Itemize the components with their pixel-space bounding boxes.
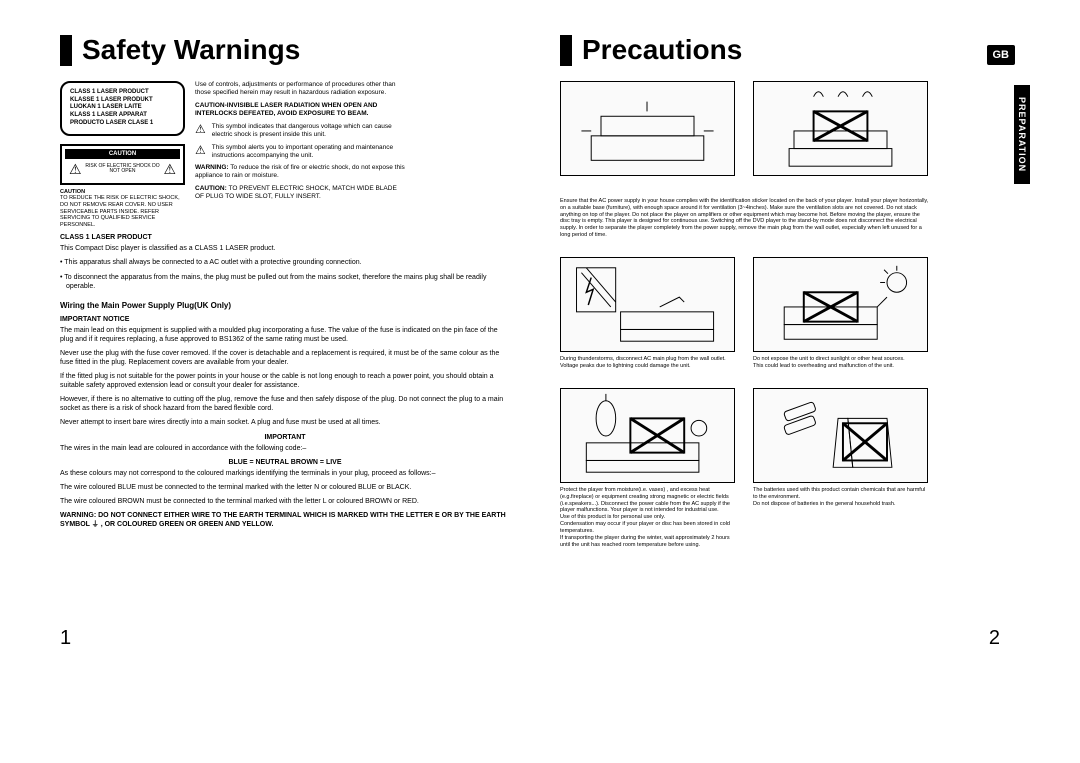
caution-center: RISK OF ELECTRIC SHOCK DO NOT OPEN	[82, 164, 164, 175]
important-notice: IMPORTANT NOTICE	[60, 316, 510, 323]
uk-para: However, if there is no alternative to c…	[60, 395, 510, 413]
final-warn: DO NOT CONNECT EITHER WIRE TO THE EARTH …	[60, 512, 506, 528]
illustration-sunlight	[753, 257, 928, 352]
color-line: BLUE = NEUTRAL BROWN = LIVE	[60, 459, 510, 466]
caution-below-text: TO REDUCE THE RISK OF ELECTRIC SHOCK, DO…	[60, 195, 180, 227]
class1-text: This Compact Disc player is classified a…	[60, 244, 510, 253]
class1-heading: CLASS 1 LASER PRODUCT	[60, 234, 510, 241]
uk-para: The main lead on this equipment is suppl…	[60, 326, 510, 344]
wires-intro: The wires in the main lead are coloured …	[60, 444, 510, 453]
page-number: 1	[60, 627, 71, 650]
important-heading: IMPORTANT	[60, 434, 510, 441]
illustration-no-stacking	[753, 81, 928, 176]
bullet: • This apparatus shall always be connect…	[60, 258, 510, 267]
laser-line: LUOKAN 1 LASER LAITE	[70, 104, 175, 112]
illustration-moisture	[560, 388, 735, 483]
brown-wire: The wire coloured BROWN must be connecte…	[60, 497, 510, 506]
triangle-icon: ⚠	[195, 123, 206, 135]
caption: Protect the player from moisture(i.e. va…	[560, 487, 735, 549]
laser-line: CLASS 1 LASER PRODUCT	[70, 89, 175, 97]
caption: Do not expose the unit to direct sunligh…	[753, 356, 928, 370]
triangle-icon: ⚠	[195, 144, 206, 156]
symbol-text: This symbol indicates that dangerous vol…	[212, 123, 405, 139]
page-number: 2	[989, 627, 1000, 650]
caution-below-title: CAUTION	[60, 189, 85, 195]
caution-below: CAUTION TO REDUCE THE RISK OF ELECTRIC S…	[60, 189, 185, 229]
warning-icon: ⚠	[163, 161, 176, 178]
laser-class-box: CLASS 1 LASER PRODUCT KLASSE 1 LASER PRO…	[60, 81, 185, 136]
caption: During thunderstorms, disconnect AC main…	[560, 356, 735, 370]
laser-line: KLASSE 1 LASER PRODUKT	[70, 97, 175, 105]
page-safety-warnings: Safety Warnings CLASS 1 LASER PRODUCT KL…	[40, 35, 530, 635]
left-boxes: CLASS 1 LASER PRODUCT KLASSE 1 LASER PRO…	[60, 81, 185, 229]
right-warning-text: Use of controls, adjustments or performa…	[195, 81, 405, 229]
caption: The batteries used with this product con…	[753, 487, 928, 508]
caption-row1: Ensure that the AC power supply in your …	[560, 198, 930, 239]
color-para: As these colours may not correspond to t…	[60, 469, 510, 478]
para: Use of controls, adjustments or performa…	[195, 81, 405, 97]
laser-line: PRODUCTO LASER CLASE 1	[70, 120, 175, 128]
caution-label: CAUTION:	[195, 185, 227, 192]
page-title: Safety Warnings	[60, 35, 510, 66]
final-warn-label: WARNING:	[60, 512, 96, 519]
illustration-grid: Ensure that the AC power supply in your …	[560, 81, 1010, 549]
illustration-ventilation	[560, 81, 735, 176]
blue-wire: The wire coloured BLUE must be connected…	[60, 483, 510, 492]
illustration-thunderstorm	[560, 257, 735, 352]
page-precautions: GB PREPARATION Precautions Ensure that t…	[540, 35, 1030, 635]
uk-para: Never attempt to insert bare wires direc…	[60, 418, 510, 427]
uk-para: If the fitted plug is not suitable for t…	[60, 372, 510, 390]
warning-label: WARNING:	[195, 164, 229, 171]
uk-heading: Wiring the Main Power Supply Plug(UK Onl…	[60, 301, 510, 310]
caution-box: CAUTION ⚠ RISK OF ELECTRIC SHOCK DO NOT …	[60, 144, 185, 185]
page-title: Precautions	[560, 35, 1010, 66]
uk-para: Never use the plug with the fuse cover r…	[60, 349, 510, 367]
laser-line: KLASS 1 LASER APPARAT	[70, 112, 175, 120]
bullet: • To disconnect the apparatus from the m…	[60, 273, 510, 291]
caution-bold: CAUTION-INVISIBLE LASER RADIATION WHEN O…	[195, 102, 405, 118]
language-badge: GB	[987, 45, 1016, 65]
section-tab: PREPARATION	[1014, 85, 1030, 184]
caution-header: CAUTION	[65, 149, 180, 159]
illustration-batteries	[753, 388, 928, 483]
lightning-icon: ⚠	[69, 161, 82, 178]
symbol-text: This symbol alerts you to important oper…	[212, 144, 405, 160]
